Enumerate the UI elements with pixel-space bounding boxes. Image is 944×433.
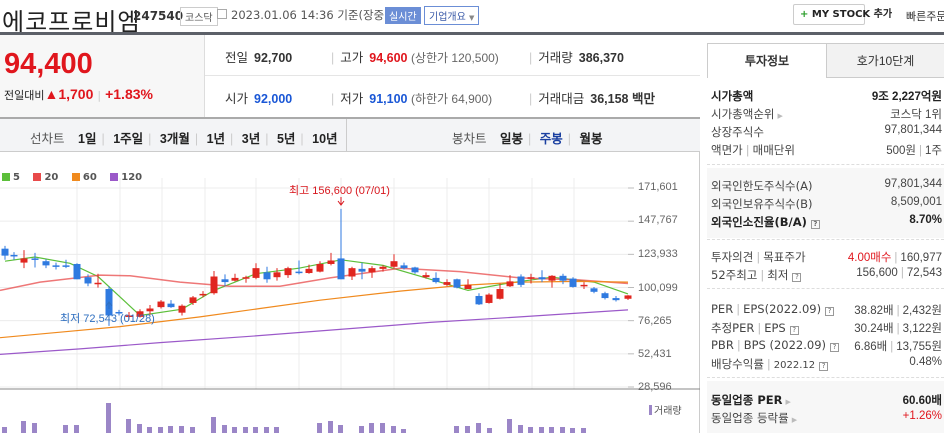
tab-monthly[interactable]: 월봉	[579, 132, 603, 146]
tab-5y[interactable]: 5년	[276, 132, 296, 146]
help-icon[interactable]: ?	[830, 343, 840, 352]
calendar-icon	[217, 9, 227, 19]
sector-change-row[interactable]: 동일업종 등락률 ▶ +1.26%	[711, 410, 942, 425]
foreign-hold-row: 외국인보유주식수(B) 8,509,001	[711, 196, 942, 211]
sector-section: 동일업종 PER ▶ 60.60배 동일업종 등락률 ▶ +1.26%	[707, 381, 944, 433]
opinion-section: 투자의견 | 목표주가 4.00매수 | 160,977 52주최고 | 최저? 156,600…	[707, 247, 944, 283]
high-annotation: 최고 156,600 (07/01)	[289, 185, 390, 197]
y-label: 100,099	[638, 282, 678, 294]
volume-legend: 거래량	[649, 402, 682, 417]
quick-order-link[interactable]: 빠른주문	[906, 10, 944, 23]
datetime-value: 2023.01.06 14:36	[231, 8, 334, 22]
company-overview-dropdown[interactable]: 기업개요 ▼	[424, 6, 480, 25]
tab-order-book[interactable]: 호가10단계	[827, 43, 944, 78]
foreign-section: 외국인한도주식수(A) 97,801,344 외국인보유주식수(B) 8,509,0…	[707, 168, 944, 238]
market-cap-section: 시가총액 9조 2,227억원 시가총액순위 ▶ 코스닥 1위 상장주식수 97,801…	[707, 86, 944, 158]
low-price: | 저가 91,100 (하한가 64,900)	[331, 92, 493, 106]
price-stats: 전일 92,700 | 고가 94,600 (상한가 120,500) | 거래량 386…	[205, 35, 700, 118]
tab-investment-info[interactable]: 투자정보	[707, 43, 827, 78]
sidebar-tabs: 투자정보 호가10단계	[707, 43, 944, 78]
help-icon[interactable]: ?	[792, 273, 802, 282]
dividend-row: 배당수익률 | 2022.12? 0.48%	[711, 356, 942, 371]
plus-icon: +	[800, 9, 809, 20]
52week-row: 52주최고 | 최저? 156,600 | 72,543	[711, 267, 942, 282]
legend-ma20: 20	[33, 172, 58, 183]
arrow-right-icon: ▶	[791, 416, 798, 424]
add-mystock-button[interactable]: + MY STOCK 추가	[793, 4, 892, 25]
tab-1w[interactable]: 1주일	[113, 132, 144, 146]
stock-title: 에코프로비엠	[2, 8, 141, 36]
stock-chart[interactable]: 5 20 60 120 171,601 147,767 123,933 100,…	[0, 152, 700, 433]
market-cap-row: 시가총액 9조 2,227억원	[711, 89, 942, 103]
header-divider	[0, 32, 944, 35]
current-price: 94,400	[4, 48, 93, 80]
datetime: 2023.01.06 14:36 기준(장중)	[231, 7, 389, 23]
valuation-section: PER | EPS(2022.09)? 38.82배 | 2,432원 추정PER | EPS…	[707, 300, 944, 372]
price-change: 전일대비▲1,700 | +1.83%	[4, 86, 153, 102]
par-unit-row: 액면가 | 매매단위 500원 | 1주	[711, 143, 942, 157]
tab-3m[interactable]: 3개월	[159, 132, 190, 146]
tab-10y[interactable]: 10년	[312, 132, 338, 146]
prev-close: 전일 92,700	[225, 51, 293, 65]
volume: | 거래량 386,370	[529, 51, 624, 65]
foreign-ratio-row: 외국인소진율(B/A)? 8.70%	[711, 214, 942, 229]
y-label: 171,601	[638, 181, 678, 193]
market-cap-rank-row[interactable]: 시가총액순위 ▶ 코스닥 1위	[711, 107, 942, 121]
legend-ma120: 120	[110, 172, 142, 183]
sector-per-row[interactable]: 동일업종 PER ▶ 60.60배	[711, 393, 942, 407]
stock-code: 247540	[133, 9, 184, 23]
tab-daily[interactable]: 일봉	[500, 132, 524, 146]
open-price: 시가 92,000	[225, 92, 293, 106]
shares-row: 상장주식수 97,801,344	[711, 124, 942, 139]
foreign-limit-row: 외국인한도주식수(A) 97,801,344	[711, 178, 942, 193]
company-overview-label: 기업개요	[429, 12, 466, 23]
help-icon[interactable]: ?	[789, 326, 799, 335]
change-value: ▲1,700	[44, 86, 94, 102]
help-icon[interactable]: ?	[810, 220, 820, 229]
ma-legend: 5 20 60 120	[2, 172, 152, 183]
y-label: 123,933	[638, 248, 678, 260]
opinion-row: 투자의견 | 목표주가 4.00매수 | 160,977	[711, 250, 942, 264]
line-chart-label: 선차트	[30, 132, 65, 146]
chevron-down-icon: ▼	[469, 14, 475, 22]
y-label: 28,596	[638, 381, 672, 393]
change-label: 전일대비	[4, 89, 45, 102]
candlestick-plot[interactable]	[0, 152, 700, 433]
chart-tabs: 선차트 1일 | 1주일 | 3개월 | 1년 | 3년 | 5년 | 10년 봉차트 일봉…	[0, 119, 700, 152]
investment-info-panel: 투자정보 호가10단계 시가총액 9조 2,227억원 시가총액순위 ▶ 코스닥 1위…	[707, 35, 944, 433]
y-label: 52,431	[638, 348, 672, 360]
candle-chart-label: 봉차트	[452, 132, 487, 146]
arrow-right-icon: ▶	[785, 398, 791, 406]
tab-3y[interactable]: 3년	[241, 132, 261, 146]
market-badge: 코스닥	[180, 7, 218, 26]
price-box: 94,400 전일대비▲1,700 | +1.83%	[0, 35, 205, 118]
tab-1d[interactable]: 1일	[78, 132, 97, 146]
divider	[0, 117, 700, 119]
y-label: 147,767	[638, 214, 678, 226]
realtime-badge[interactable]: 실시간	[385, 7, 421, 24]
candle-chart-tabs: 봉차트 일봉 | 주봉 | 월봉	[452, 132, 603, 146]
stock-header: 에코프로비엠 247540 코스닥 2023.01.06 14:36 기준(장중…	[0, 0, 944, 36]
arrow-right-icon: ▶	[777, 112, 783, 120]
mystock-label: MY STOCK 추가	[811, 9, 893, 20]
line-chart-tabs: 선차트 1일 | 1주일 | 3개월 | 1년 | 3년 | 5년 | 10년	[30, 132, 338, 146]
legend-ma5: 5	[2, 172, 20, 183]
per-eps-row: PER | EPS(2022.09)? 38.82배 | 2,432원	[711, 302, 942, 317]
high-price: | 고가 94,600 (상한가 120,500)	[331, 51, 499, 65]
est-per-eps-row: 추정PER | EPS? 30.24배 | 3,122원	[711, 321, 942, 335]
pbr-bps-row: PBR | BPS (2022.09)? 6.86배 | 13,755원	[711, 338, 942, 353]
change-percent: +1.83%	[105, 86, 153, 102]
trade-amount: | 거래대금 36,158 백만	[529, 92, 655, 106]
tab-1y[interactable]: 1년	[206, 132, 226, 146]
low-annotation: 최저 72,543 (01/28)	[60, 313, 155, 325]
help-icon[interactable]: ?	[819, 362, 829, 371]
y-label: 76,265	[638, 315, 672, 327]
tab-weekly[interactable]: 주봉	[539, 132, 563, 146]
legend-ma60: 60	[71, 172, 97, 183]
basis-label: 기준(장중)	[337, 8, 389, 22]
help-icon[interactable]: ?	[825, 307, 835, 316]
